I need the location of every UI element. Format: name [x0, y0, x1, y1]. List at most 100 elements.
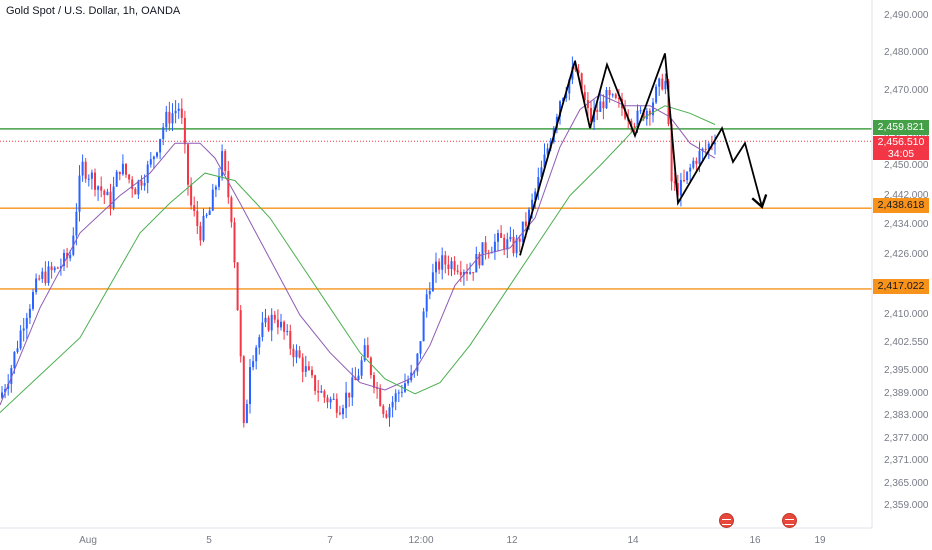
candle-body [506, 239, 509, 250]
candle-body [363, 345, 366, 361]
candle-body [469, 272, 472, 274]
candle-body [521, 221, 524, 242]
candle-body [81, 161, 84, 176]
candle-body [190, 184, 193, 206]
candle-body [267, 317, 270, 331]
candle-body [286, 330, 289, 332]
candle-body [227, 171, 230, 198]
candle-body [484, 242, 487, 253]
candle-body [25, 317, 28, 329]
candle-body [531, 199, 534, 210]
candle-body [670, 124, 673, 182]
candle-body [255, 347, 258, 362]
candle-body [258, 337, 261, 348]
candle-body [177, 108, 180, 111]
candle-body [419, 341, 422, 354]
candle-body [100, 186, 103, 191]
time-tick-label: 16 [749, 535, 761, 546]
candle-body [56, 267, 59, 269]
candle-body [714, 143, 716, 145]
pattern-drawing [519, 53, 768, 256]
candle-body [109, 191, 112, 208]
candle-body [90, 172, 93, 179]
level-price-badge: 2,459.821 [873, 120, 929, 135]
candle-body [149, 159, 152, 165]
candle-body [509, 236, 512, 240]
candle-body [435, 261, 437, 273]
candle-body [366, 345, 369, 358]
price-tick-label: 2,490.000 [884, 10, 929, 21]
candle-body [546, 148, 549, 155]
candle-body [338, 412, 341, 415]
candle-body [292, 348, 295, 358]
candle-body [453, 261, 456, 271]
candle-body [146, 164, 149, 183]
candle-body [515, 238, 518, 254]
candle-body [683, 180, 685, 182]
candle-body [565, 93, 568, 99]
candle-body [704, 148, 707, 150]
candle-body [503, 237, 506, 250]
candle-body [416, 353, 419, 372]
candle-body [329, 399, 332, 403]
candle-body [692, 160, 695, 168]
candle-body [218, 176, 220, 187]
candle-body [376, 387, 379, 389]
moving-average-line [0, 93, 716, 406]
candle-body [317, 390, 320, 393]
price-tick-label: 2,371.000 [884, 455, 929, 467]
candle-body [32, 292, 34, 309]
price-tick-label: 2,402.550 [884, 337, 929, 349]
candle-body [224, 151, 227, 172]
candle-body [689, 167, 692, 172]
candle-body [196, 210, 199, 226]
price-tick-label: 2,442.000 [884, 189, 929, 201]
candle-body [456, 270, 459, 272]
price-tick-label: 2,365.000 [884, 477, 929, 489]
candle-body [624, 108, 627, 119]
time-tick-label: 7 [327, 535, 333, 546]
time-tick-label: 5 [206, 535, 212, 546]
candle-body [304, 366, 307, 372]
candle-body [242, 356, 245, 423]
candle-body [208, 210, 211, 215]
candle-body [357, 375, 360, 381]
candle-body [261, 322, 264, 338]
candle-body [128, 174, 131, 180]
candle-body [199, 225, 202, 241]
candle-body [143, 182, 146, 186]
candle-body [596, 109, 599, 112]
candle-body [264, 317, 267, 323]
candle-body [121, 163, 124, 175]
candle-body [636, 110, 639, 128]
candle-body [478, 254, 481, 266]
candle-body [75, 211, 78, 236]
candle-body [404, 383, 406, 392]
candle-body [701, 148, 704, 151]
candle-body [335, 398, 338, 413]
candle-body [373, 375, 375, 388]
candle-body [345, 392, 348, 409]
candle-body [369, 357, 372, 376]
candle-body [425, 294, 428, 312]
candle-body [342, 408, 344, 415]
candle-body [159, 139, 162, 153]
candle-body [301, 357, 304, 372]
candle-body [320, 391, 323, 393]
candle-body [7, 383, 10, 389]
candle-body [270, 314, 273, 331]
candle-body [174, 110, 177, 114]
price-tick-label: 2,377.000 [884, 432, 929, 444]
candle-body [44, 271, 47, 284]
us-flag-icon[interactable] [719, 513, 734, 528]
us-flag-icon[interactable] [782, 513, 797, 528]
candle-body [385, 414, 388, 418]
price-tick-label: 2,359.000 [884, 500, 929, 511]
candle-body [280, 321, 282, 328]
candlesticks [1, 56, 716, 428]
candle-body [645, 110, 648, 120]
candle-body [10, 368, 13, 384]
candle-body [183, 117, 186, 145]
candle-body [379, 388, 382, 406]
